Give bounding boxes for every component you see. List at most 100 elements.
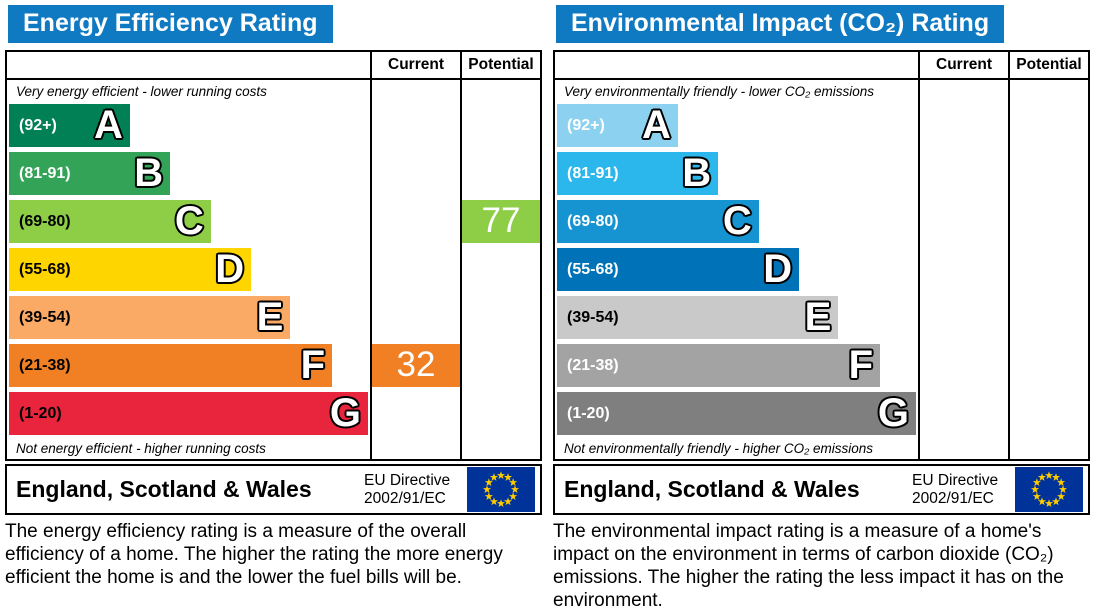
band-letter: F: [300, 343, 326, 387]
band-row: (21-38) F: [7, 342, 370, 390]
current-cell: [918, 390, 1008, 438]
band-letter: B: [682, 151, 712, 195]
top-note: Very energy efficient - lower running co…: [16, 84, 267, 99]
band-row: (39-54) E: [555, 294, 918, 342]
band-row: (55-68) D: [555, 246, 918, 294]
band-bar: (55-68) D: [9, 247, 252, 291]
current-cell-spacer: [918, 80, 1008, 102]
potential-cell: [460, 294, 540, 342]
potential-cell: [460, 342, 540, 390]
current-column-header: Current: [370, 52, 460, 80]
band-row: (92+) A: [7, 102, 370, 150]
band-letter: F: [848, 343, 874, 387]
environmental-impact-panel: Environmental Impact (CO₂) Rating Curren…: [553, 5, 1090, 613]
current-cell-spacer: [370, 80, 460, 102]
potential-cell: 77: [460, 198, 540, 246]
header-spacer: [7, 52, 370, 80]
band-bar: (92+) A: [9, 104, 130, 147]
rating-description: The energy efficiency rating is a measur…: [5, 521, 503, 588]
potential-cell: [1008, 102, 1088, 150]
band-letter: E: [804, 295, 832, 339]
current-cell: [918, 102, 1008, 150]
potential-cell: [1008, 246, 1088, 294]
band-letter: G: [329, 391, 361, 435]
band-range-label: (39-54): [567, 309, 619, 326]
header-spacer: [555, 52, 918, 80]
current-cell: [370, 198, 460, 246]
eu-directive-line2: 2002/91/EC: [364, 489, 446, 507]
band-row: (1-20) G: [555, 390, 918, 438]
current-cell: [370, 102, 460, 150]
potential-cell: [1008, 150, 1088, 198]
current-cell: [370, 390, 460, 438]
band-range-label: (55-68): [19, 261, 71, 278]
footer-box: England, Scotland & Wales EU Directive 2…: [5, 464, 542, 515]
potential-cell-spacer: [460, 80, 540, 102]
band-row: (39-54) E: [7, 294, 370, 342]
band-bar: (81-91) B: [9, 152, 171, 195]
eu-directive-line2: 2002/91/EC: [912, 489, 994, 507]
potential-cell: [460, 390, 540, 438]
band-range-label: (55-68): [567, 261, 619, 278]
current-cell-spacer: [370, 438, 460, 459]
band-letter: C: [174, 199, 204, 243]
band-bar: (39-54) E: [9, 295, 291, 339]
top-note: Very environmentally friendly - lower CO…: [564, 84, 874, 99]
potential-cell: [460, 150, 540, 198]
band-row: (55-68) D: [7, 246, 370, 294]
band-row: (92+) A: [555, 102, 918, 150]
band-range-label: (92+): [19, 117, 57, 134]
current-cell: [918, 342, 1008, 390]
band-bar: (69-80) C: [557, 200, 759, 243]
current-cell-spacer: [918, 438, 1008, 459]
current-cell: [370, 150, 460, 198]
band-range-label: (1-20): [19, 405, 62, 422]
band-letter: G: [877, 391, 909, 435]
eu-flag-icon: [467, 467, 535, 512]
region-label: England, Scotland & Wales: [16, 476, 312, 502]
band-letter: A: [93, 103, 123, 147]
band-bar: (1-20) G: [9, 392, 368, 435]
current-column-header: Current: [918, 52, 1008, 80]
band-letter: A: [641, 103, 671, 147]
current-value-marker: 32: [372, 344, 460, 387]
band-bar: (1-20) G: [557, 392, 916, 435]
panel-title: Energy Efficiency Rating: [8, 5, 333, 43]
band-range-label: (21-38): [567, 357, 619, 374]
band-range-label: (21-38): [19, 357, 71, 374]
band-bar: (55-68) D: [557, 248, 800, 291]
footer-box: England, Scotland & Wales EU Directive 2…: [553, 464, 1090, 515]
band-range-label: (39-54): [19, 309, 71, 326]
potential-cell-spacer: [1008, 80, 1088, 102]
rating-table: Current Potential Very environmentally f…: [553, 50, 1090, 461]
eu-flag-icon: [1015, 467, 1083, 512]
region-label: England, Scotland & Wales: [564, 476, 860, 502]
band-row: (81-91) B: [555, 150, 918, 198]
bottom-note-row: Not environmentally friendly - higher CO…: [564, 441, 874, 456]
band-letter: C: [722, 199, 752, 243]
energy-efficiency-panel: Energy Efficiency Rating Current Potenti…: [5, 5, 542, 613]
potential-cell: [1008, 198, 1088, 246]
potential-value-marker: 77: [462, 200, 540, 243]
potential-cell: [460, 102, 540, 150]
band-range-label: (69-80): [567, 213, 619, 230]
band-letter: E: [256, 295, 284, 339]
potential-cell: [460, 246, 540, 294]
band-bar: (21-38) F: [557, 343, 881, 387]
band-range-label: (81-91): [567, 165, 619, 182]
current-cell: [370, 294, 460, 342]
eu-directive-label: EU Directive 2002/91/EC: [364, 472, 467, 507]
band-row: (69-80) C: [7, 198, 370, 246]
band-bar: (21-38) F: [9, 343, 333, 387]
potential-cell: [1008, 342, 1088, 390]
band-range-label: (69-80): [19, 213, 71, 230]
panel-title: Environmental Impact (CO₂) Rating: [556, 5, 1005, 43]
band-letter: D: [215, 247, 245, 291]
potential-cell-spacer: [1008, 438, 1088, 459]
band-range-label: (92+): [567, 117, 605, 134]
current-cell: [918, 246, 1008, 294]
eu-directive-line1: EU Directive: [364, 471, 451, 489]
potential-cell-spacer: [460, 438, 540, 459]
band-row: (1-20) G: [7, 390, 370, 438]
